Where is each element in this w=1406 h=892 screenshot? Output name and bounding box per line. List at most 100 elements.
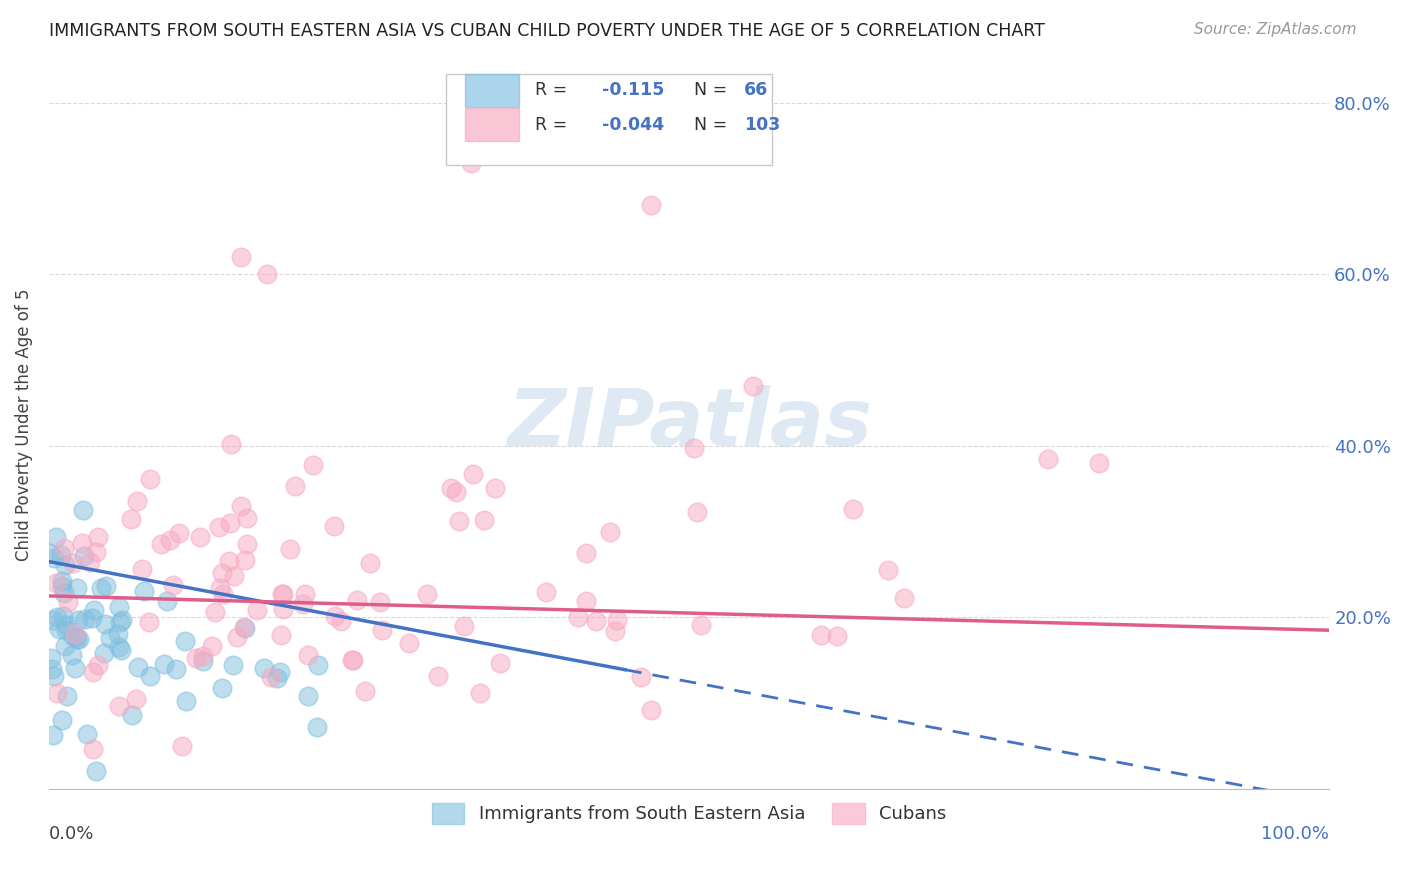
Point [62, 629, 84, 643]
Point [127, 660, 149, 674]
Text: R =: R = [536, 116, 574, 134]
Point [235, 511, 257, 525]
Point [90, 581, 112, 595]
Point [165, 662, 187, 676]
Point [170, 739, 193, 753]
Point [42, 669, 65, 683]
Point [270, 628, 292, 642]
Point [368, 595, 391, 609]
Point [585, 614, 607, 628]
Point [139, 669, 162, 683]
Point [48, 622, 70, 636]
Point [226, 630, 249, 644]
Point [82, 665, 104, 679]
Point [83, 603, 105, 617]
Point [65, 630, 87, 644]
Point [640, 198, 662, 212]
Point [86, 530, 108, 544]
Point [53, 558, 76, 572]
Point [65, 661, 87, 675]
Point [253, 661, 276, 675]
Point [825, 629, 848, 643]
Point [125, 692, 148, 706]
Point [55, 618, 77, 632]
Text: -0.115: -0.115 [602, 81, 665, 99]
Point [603, 624, 626, 638]
Point [606, 613, 628, 627]
Point [686, 505, 709, 519]
Point [66, 632, 89, 646]
Point [534, 584, 557, 599]
Point [84, 764, 107, 778]
Point [79, 555, 101, 569]
Point [46, 686, 69, 700]
Point [269, 665, 291, 679]
Point [174, 694, 197, 708]
Point [297, 689, 319, 703]
Point [323, 519, 346, 533]
Point [630, 670, 652, 684]
Point [94, 579, 117, 593]
Point [893, 591, 915, 605]
Point [440, 481, 463, 495]
Point [489, 656, 512, 670]
Point [193, 655, 215, 669]
Point [98, 631, 121, 645]
Point [280, 541, 302, 556]
Point [453, 619, 475, 633]
Point [235, 537, 257, 551]
Point [108, 640, 131, 654]
Point [53, 585, 76, 599]
Point [307, 720, 329, 734]
Point [470, 686, 492, 700]
Point [52, 609, 75, 624]
Text: N =: N = [683, 81, 733, 99]
Y-axis label: Child Poverty Under the Age of 5: Child Poverty Under the Age of 5 [15, 288, 32, 560]
Point [120, 511, 142, 525]
Text: ZIPatlas: ZIPatlas [506, 385, 872, 463]
Point [323, 608, 346, 623]
Text: 0.0%: 0.0% [49, 825, 94, 844]
Point [58, 595, 80, 609]
Point [567, 610, 589, 624]
Point [371, 624, 394, 638]
Text: N =: N = [683, 116, 733, 134]
Point [444, 484, 467, 499]
Point [302, 458, 325, 473]
Point [73, 549, 96, 563]
Point [575, 594, 598, 608]
Point [211, 566, 233, 581]
Text: 103: 103 [744, 116, 780, 134]
Point [461, 467, 484, 482]
Point [51, 714, 73, 728]
Point [55, 623, 77, 637]
Point [575, 546, 598, 560]
Point [346, 592, 368, 607]
Point [842, 502, 865, 516]
Point [359, 556, 381, 570]
Point [51, 579, 73, 593]
Point [152, 657, 174, 671]
Point [229, 250, 252, 264]
Legend: Immigrants from South Eastern Asia, Cubans: Immigrants from South Eastern Asia, Cuba… [425, 796, 953, 831]
Point [138, 615, 160, 629]
Point [232, 620, 254, 634]
Point [76, 727, 98, 741]
Point [415, 587, 437, 601]
Point [66, 582, 89, 596]
Point [63, 627, 86, 641]
Point [219, 516, 242, 531]
Point [284, 479, 307, 493]
Point [1036, 451, 1059, 466]
Point [201, 639, 224, 653]
Point [876, 563, 898, 577]
Point [398, 636, 420, 650]
Point [45, 530, 67, 544]
Point [690, 618, 713, 632]
Point [127, 493, 149, 508]
Point [245, 603, 267, 617]
Text: IMMIGRANTS FROM SOUTH EASTERN ASIA VS CUBAN CHILD POVERTY UNDER THE AGE OF 5 COR: IMMIGRANTS FROM SOUTH EASTERN ASIA VS CU… [49, 22, 1045, 40]
Point [208, 520, 231, 534]
Point [233, 553, 256, 567]
Point [84, 545, 107, 559]
